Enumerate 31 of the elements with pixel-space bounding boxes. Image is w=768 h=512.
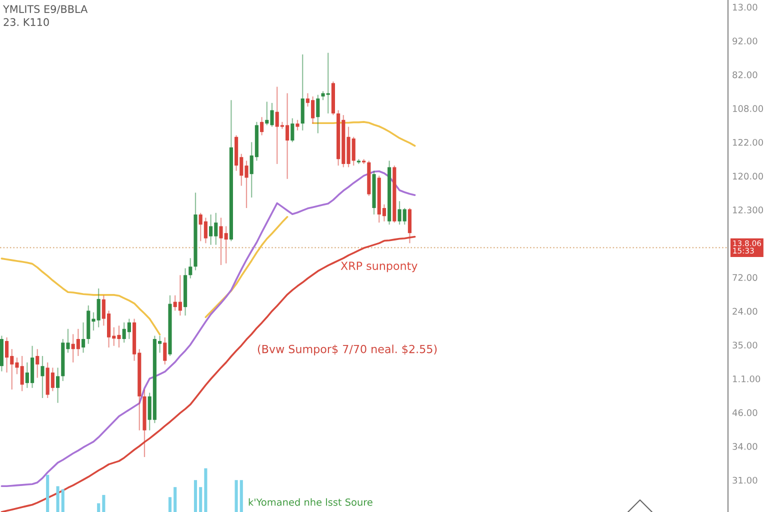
bar: [240, 480, 243, 512]
text: 24.00: [732, 308, 758, 315]
text: 35.00: [732, 342, 758, 349]
bar: [174, 487, 177, 512]
bar: [199, 487, 202, 512]
text: 72.00: [732, 274, 758, 281]
bar: [194, 480, 198, 512]
chart-subtitle: 23. K110: [4, 18, 49, 26]
bar: [97, 503, 100, 512]
text: 108.00: [732, 105, 763, 112]
bar: [102, 494, 106, 512]
text: 92.00: [732, 38, 758, 44]
annotation: (Bvw Sumpor$ 7/70 neal. $2.55): [258, 344, 437, 356]
bar: [56, 486, 60, 512]
bar: [168, 497, 172, 512]
text: 82.00: [732, 71, 758, 78]
bar: [204, 468, 208, 512]
annotation: k'Yomaned nhe lsst Soure: [248, 498, 372, 506]
text: 1.1.00: [732, 375, 760, 382]
text: 31.00: [732, 476, 758, 484]
bar: [46, 474, 50, 512]
text: 13.00: [732, 4, 758, 11]
chart-title: YMLITS E9/BBLA: [2, 5, 88, 14]
bar: [61, 489, 64, 512]
bar: [234, 480, 238, 512]
text: 12.300: [732, 206, 763, 214]
series-label: XRP sunponty: [340, 262, 418, 272]
text: 46.00: [732, 409, 758, 416]
text: 34.00: [732, 443, 758, 450]
text: 120.00: [732, 172, 763, 180]
text: 122.00: [732, 138, 763, 146]
